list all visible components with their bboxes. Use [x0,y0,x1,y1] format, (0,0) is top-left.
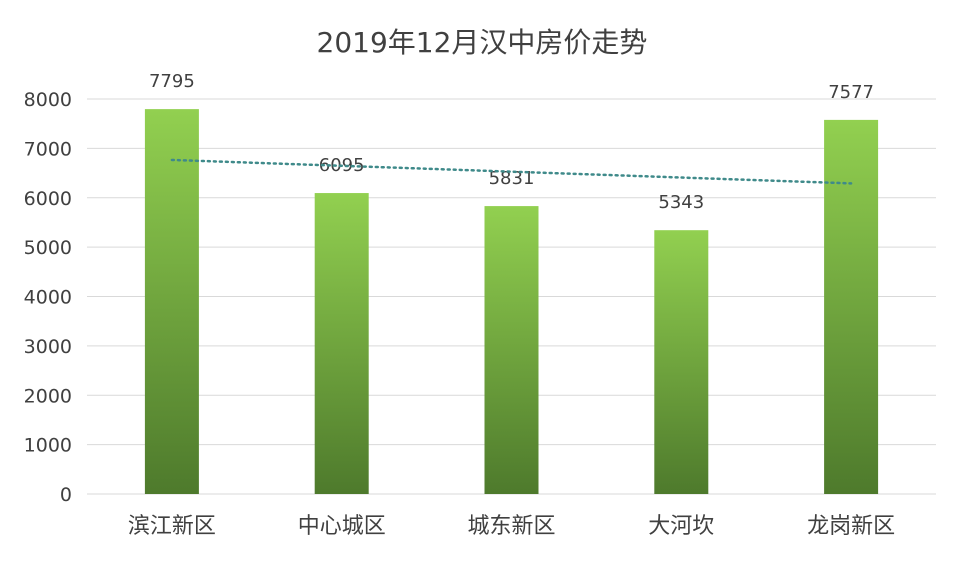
data-label: 7577 [828,82,874,103]
bar [144,109,199,494]
bar [654,230,709,494]
bar [824,119,879,495]
y-tick-label: 3000 [24,336,72,358]
trendline-path [170,158,853,185]
data-labels: 77956095583153437577 [149,71,874,213]
bar [314,193,369,494]
y-tick-label: 8000 [24,89,72,111]
x-tick-label: 滨江新区 [128,514,216,539]
x-tick-label: 龙岗新区 [807,514,895,539]
data-label: 5831 [489,168,535,189]
y-tick-label: 5000 [24,237,72,259]
bar [484,206,539,495]
trendline [170,158,853,185]
y-tick-label: 0 [60,484,72,506]
x-tick-label: 中心城区 [298,514,386,539]
y-tick-label: 4000 [24,287,72,309]
y-axis-ticks: 0 1000 2000 3000 4000 5000 6000 7000 8000 [24,89,72,506]
data-label: 5343 [658,192,704,213]
x-tick-label: 大河坎 [648,514,714,539]
bars [144,109,879,495]
data-label: 7795 [149,71,195,92]
y-tick-label: 6000 [24,188,72,210]
chart-title: 2019年12月汉中房价走势 [317,26,648,59]
y-tick-label: 1000 [24,435,72,457]
y-tick-label: 2000 [24,385,72,407]
y-tick-label: 7000 [24,138,72,160]
x-tick-label: 城东新区 [467,514,555,539]
x-axis-ticks: 滨江新区 中心城区 城东新区 大河坎 龙岗新区 [128,514,895,539]
